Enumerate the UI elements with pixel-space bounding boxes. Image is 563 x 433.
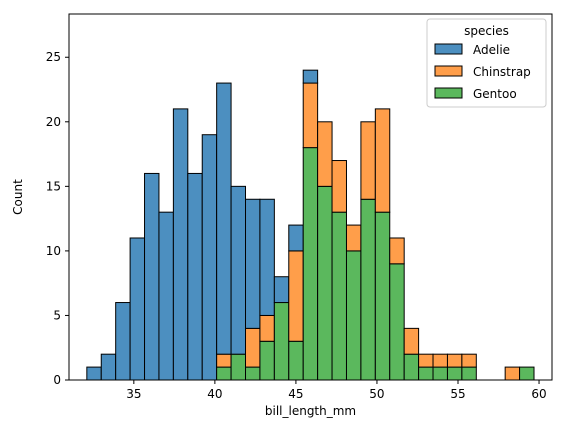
bar-gentoo-bin-21 bbox=[389, 263, 405, 381]
y-axis-label: Count bbox=[11, 179, 25, 215]
bar-gentoo-bin-13 bbox=[273, 302, 290, 381]
legend-swatch-adelie bbox=[434, 43, 463, 55]
legend: species Adelie Chinstrap Gentoo bbox=[426, 18, 547, 108]
legend-swatch-gentoo bbox=[434, 87, 463, 99]
legend-label-chinstrap: Chinstrap bbox=[473, 65, 531, 79]
bar-adelie-bin-11 bbox=[245, 198, 261, 329]
bar-chinstrap-bin-19 bbox=[360, 121, 376, 200]
bar-gentoo-bin-23 bbox=[418, 366, 434, 381]
plot-frame bbox=[68, 13, 553, 381]
bar-adelie-bin-10 bbox=[230, 185, 247, 355]
bar-adelie-bin-4 bbox=[144, 172, 160, 381]
bar-adelie-bin-8 bbox=[201, 134, 218, 381]
bar-gentoo-bin-20 bbox=[374, 211, 391, 381]
bar-gentoo-bin-12 bbox=[259, 340, 275, 381]
bar-gentoo-bin-10 bbox=[230, 353, 247, 381]
x-tick-label-40: 40 bbox=[207, 387, 222, 401]
x-tick-label-35: 35 bbox=[126, 387, 141, 401]
bar-chinstrap-bin-18 bbox=[345, 224, 362, 252]
bar-gentoo-bin-24 bbox=[432, 366, 448, 381]
bar-gentoo-bin-19 bbox=[360, 198, 376, 381]
bar-adelie-bin-13 bbox=[273, 276, 290, 304]
bar-chinstrap-bin-24 bbox=[432, 353, 448, 368]
bar-chinstrap-bin-29 bbox=[504, 366, 521, 381]
bar-chinstrap-bin-20 bbox=[374, 108, 391, 213]
bar-adelie-bin-5 bbox=[158, 211, 174, 381]
bar-chinstrap-bin-12 bbox=[259, 314, 275, 342]
bar-chinstrap-bin-17 bbox=[331, 160, 347, 213]
bar-gentoo-bin-25 bbox=[446, 366, 463, 381]
bar-adelie-bin-1 bbox=[100, 353, 117, 381]
bar-chinstrap-bin-15 bbox=[302, 82, 319, 149]
bar-chinstrap-bin-25 bbox=[446, 353, 463, 368]
legend-title: species bbox=[464, 24, 509, 38]
legend-box bbox=[426, 18, 547, 108]
bars-group bbox=[86, 69, 535, 381]
bar-chinstrap-bin-14 bbox=[288, 250, 304, 342]
bar-adelie-bin-14 bbox=[288, 224, 304, 252]
bar-chinstrap-bin-11 bbox=[245, 327, 261, 368]
y-tick-label-25: 25 bbox=[46, 50, 61, 64]
bar-gentoo-bin-17 bbox=[331, 211, 347, 381]
legend-label-gentoo: Gentoo bbox=[473, 87, 517, 101]
bar-adelie-bin-2 bbox=[115, 302, 131, 381]
bar-gentoo-bin-14 bbox=[288, 340, 304, 381]
bar-gentoo-bin-9 bbox=[216, 366, 232, 381]
bar-adelie-bin-9 bbox=[216, 82, 232, 355]
bar-gentoo-bin-26 bbox=[461, 366, 477, 381]
y-tick-label-0: 0 bbox=[53, 373, 61, 387]
bar-chinstrap-bin-23 bbox=[418, 353, 434, 368]
bar-gentoo-bin-30 bbox=[519, 366, 535, 381]
bar-adelie-bin-15 bbox=[302, 69, 319, 84]
bar-chinstrap-bin-16 bbox=[317, 121, 333, 187]
bar-chinstrap-bin-9 bbox=[216, 353, 232, 368]
x-tick-label-55: 55 bbox=[450, 387, 465, 401]
x-tick-label-50: 50 bbox=[369, 387, 384, 401]
bar-chinstrap-bin-21 bbox=[389, 237, 405, 265]
axes-group: 35 40 45 50 55 60 0 5 10 15 20 25 bbox=[46, 13, 553, 401]
bar-gentoo-bin-18 bbox=[345, 250, 362, 381]
bar-gentoo-bin-11 bbox=[245, 366, 261, 381]
y-tick-label-10: 10 bbox=[46, 244, 61, 258]
bar-adelie-bin-3 bbox=[129, 237, 146, 381]
y-tick-label-20: 20 bbox=[46, 115, 61, 129]
x-tick-label-45: 45 bbox=[288, 387, 303, 401]
bar-adelie-bin-0 bbox=[86, 366, 102, 381]
bar-gentoo-bin-16 bbox=[317, 185, 333, 381]
x-axis-label: bill_length_mm bbox=[265, 404, 356, 418]
legend-swatch-chinstrap bbox=[434, 65, 463, 77]
bar-gentoo-bin-22 bbox=[403, 353, 420, 381]
bar-adelie-bin-12 bbox=[259, 198, 275, 316]
bar-chinstrap-bin-22 bbox=[403, 327, 420, 355]
x-tick-label-60: 60 bbox=[531, 387, 546, 401]
legend-label-adelie: Adelie bbox=[473, 43, 510, 57]
bar-gentoo-bin-15 bbox=[302, 147, 319, 381]
bar-chinstrap-bin-26 bbox=[461, 353, 477, 368]
bar-adelie-bin-7 bbox=[187, 172, 203, 381]
bar-adelie-bin-6 bbox=[172, 108, 189, 381]
y-tick-label-15: 15 bbox=[46, 179, 61, 193]
y-tick-label-5: 5 bbox=[53, 308, 61, 322]
